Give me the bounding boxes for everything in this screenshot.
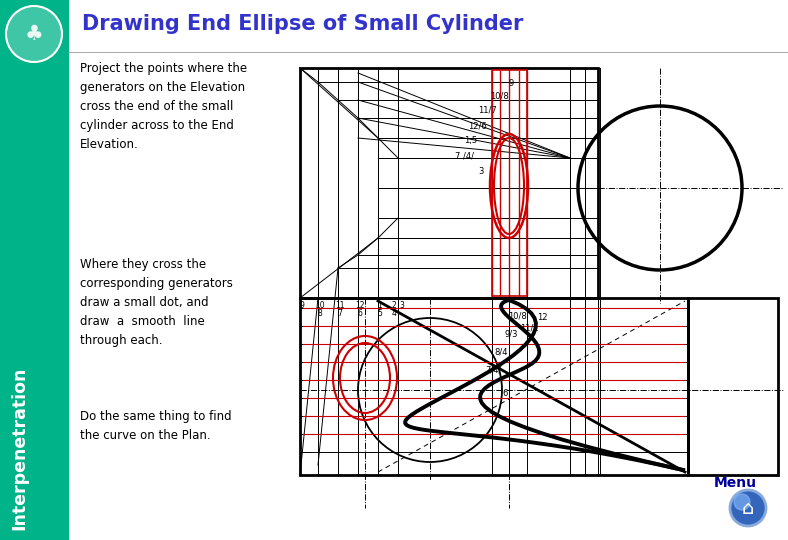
Text: 11/7: 11/7	[478, 105, 496, 114]
Text: 12: 12	[355, 301, 365, 310]
Text: 7 /4/: 7 /4/	[455, 152, 474, 160]
Text: 7: 7	[337, 309, 343, 319]
Text: 10/8: 10/8	[489, 91, 508, 100]
Text: Drawing End Ellipse of Small Cylinder: Drawing End Ellipse of Small Cylinder	[82, 14, 523, 34]
Text: ⌂: ⌂	[742, 500, 754, 518]
Text: 3: 3	[400, 301, 404, 310]
Text: 9/3: 9/3	[504, 329, 518, 339]
Text: 4: 4	[392, 309, 396, 319]
Bar	[0, 0, 68, 540]
Text: 12: 12	[537, 314, 547, 322]
Text: 10: 10	[315, 301, 325, 310]
Text: Menu: Menu	[714, 476, 757, 490]
Text: 1,5: 1,5	[464, 136, 478, 145]
Text: ♣: ♣	[24, 24, 43, 44]
Text: Where they cross the
corresponding generators
draw a small dot, and
draw  a  smo: Where they cross the corresponding gener…	[80, 258, 233, 347]
Text: 8/4: 8/4	[494, 348, 507, 356]
Text: 1: 1	[377, 301, 382, 310]
Text: 5: 5	[377, 309, 382, 319]
Text: 2: 2	[392, 301, 396, 310]
Bar	[688, 298, 778, 475]
Text: 6: 6	[502, 389, 507, 399]
Text: 9: 9	[299, 301, 304, 310]
Text: Do the same thing to find
the curve on the Plan.: Do the same thing to find the curve on t…	[80, 410, 232, 442]
Text: 6: 6	[358, 309, 362, 319]
Text: 9: 9	[508, 78, 514, 87]
Text: 11: 11	[335, 301, 344, 310]
Text: 8: 8	[318, 309, 322, 319]
Bar	[492, 70, 527, 296]
Circle shape	[6, 6, 62, 62]
Circle shape	[734, 494, 750, 510]
Bar	[300, 68, 598, 298]
Text: 7/4/: 7/4/	[485, 366, 501, 375]
Circle shape	[730, 490, 766, 526]
Text: Interpenetration: Interpenetration	[10, 367, 28, 530]
Bar	[300, 298, 688, 475]
Text: 12/6: 12/6	[467, 122, 486, 131]
Text: Project the points where the
generators on the Elevation
cross the end of the sm: Project the points where the generators …	[80, 62, 247, 151]
Text: 3: 3	[478, 167, 484, 177]
Text: 11/1: 11/1	[520, 323, 538, 333]
Text: 10/8: 10/8	[507, 312, 526, 321]
